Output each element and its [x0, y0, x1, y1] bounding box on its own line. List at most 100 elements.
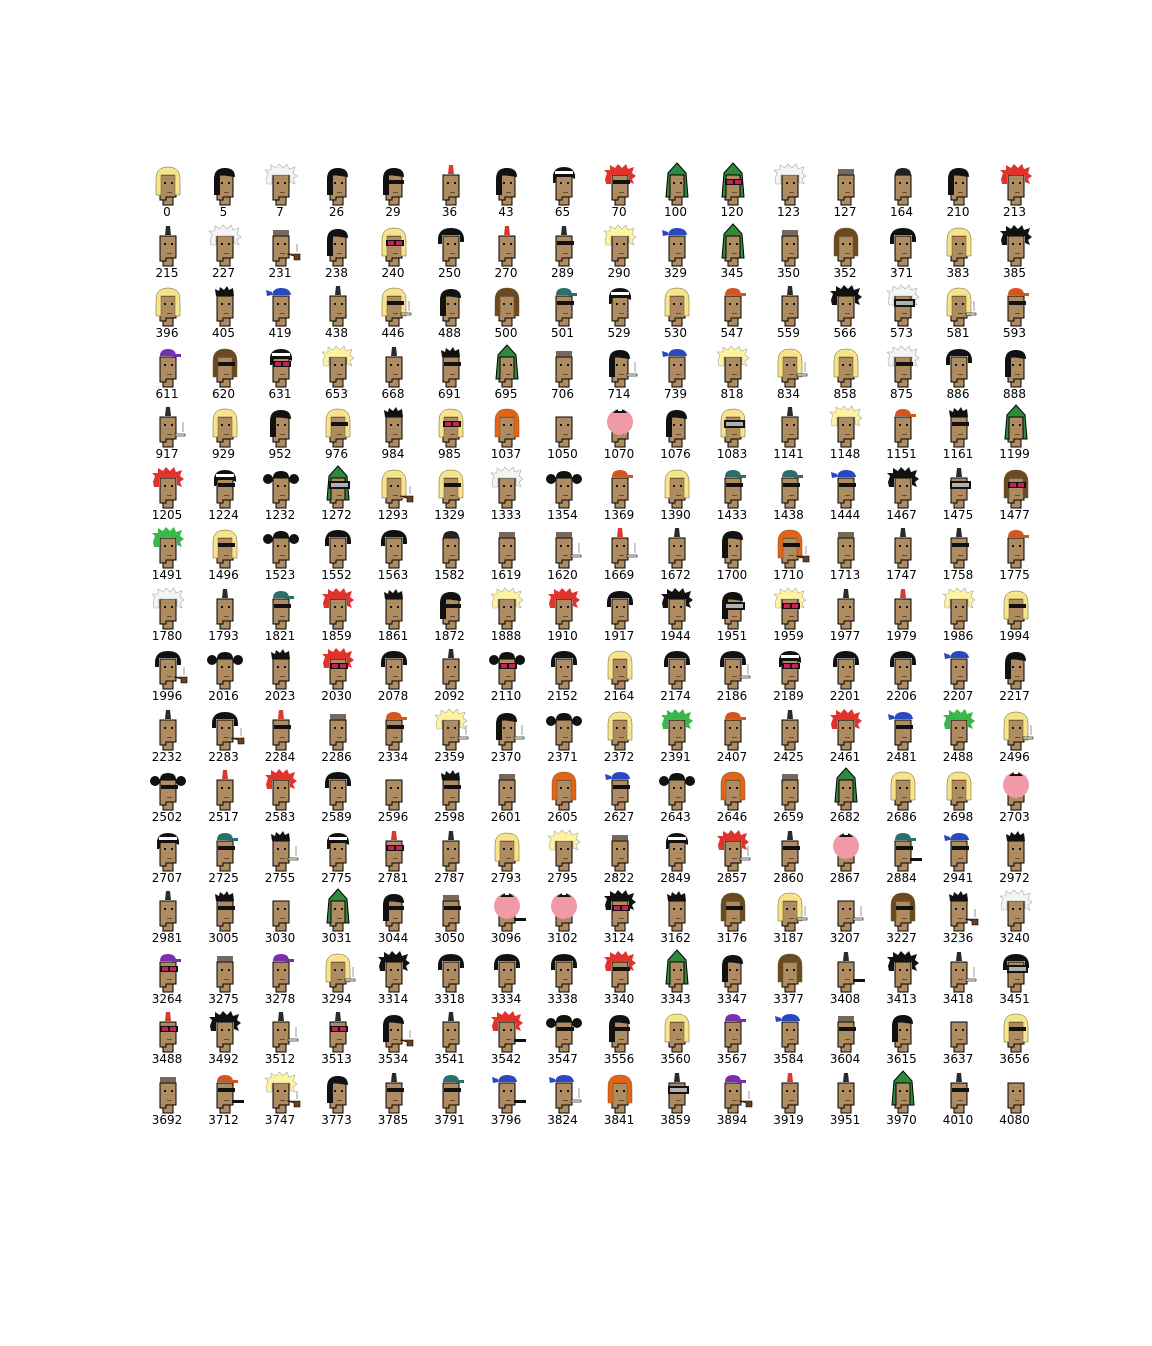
punk-card: 695 [478, 343, 534, 407]
punk-card: 2372 [591, 710, 647, 770]
punk-avatar-image [999, 164, 1032, 206]
punk-avatar-image [378, 950, 410, 992]
punk-id-label: 2283 [208, 749, 239, 764]
punk-card: 573 [874, 284, 930, 346]
punk-card: 2286 [309, 710, 365, 770]
punk-id-label: 1986 [942, 628, 974, 643]
punk-avatar-image [385, 711, 407, 750]
punk-avatar-image [206, 652, 243, 690]
punk-card: 1477 [987, 468, 1043, 528]
punk-card: 611 [139, 347, 195, 407]
punk-id-label: 270 [494, 265, 518, 280]
punk-avatar-image [781, 709, 798, 750]
punk-id-label: 3951 [829, 1112, 861, 1127]
punk-avatar-image [887, 711, 913, 750]
punk-card: 1050 [535, 407, 591, 467]
punk-id-label: 1944 [660, 628, 691, 643]
punk-card: 2461 [817, 708, 873, 770]
punk-id-label: 2755 [264, 870, 296, 885]
punk-id-label: 120 [720, 205, 744, 219]
punk-avatar-image [264, 163, 298, 206]
punk-avatar-image [1003, 469, 1028, 508]
punk-card: 3894 [704, 1073, 760, 1133]
punk-id-label: 2425 [773, 749, 804, 764]
punk-card: 2781 [365, 830, 421, 891]
punk-avatar-image [555, 288, 577, 327]
punk-avatar-image [438, 469, 463, 508]
punk-card: 4010 [930, 1072, 986, 1133]
punk-card: 1710 [761, 528, 817, 588]
punk-card: 929 [196, 407, 252, 467]
punk-avatar-image [385, 1072, 404, 1113]
punk-card: 7 [252, 163, 308, 225]
punk-avatar-image [889, 227, 916, 266]
punk-avatar-image [326, 168, 348, 206]
punk-id-label: 1996 [151, 689, 183, 703]
punk-card: 3637 [930, 1012, 986, 1072]
punk-avatar-image [492, 1074, 526, 1113]
punk-avatar-image [555, 225, 574, 266]
punk-card: 2725 [196, 831, 252, 891]
punk-card: 329 [648, 226, 704, 286]
punk-id-label: 1672 [660, 568, 691, 582]
punk-id-label: 714 [607, 386, 631, 401]
punk-avatar-image [608, 288, 632, 327]
punk-card: 2152 [535, 649, 591, 709]
punk-card: 1438 [761, 468, 817, 528]
punk-avatar-image [325, 408, 350, 448]
punk-id-label: 3031 [321, 931, 352, 945]
punk-card: 984 [365, 407, 421, 467]
punk-id-label: 3488 [151, 1052, 183, 1066]
punk-card: 227 [196, 223, 252, 286]
punk-avatar-image [272, 1012, 299, 1053]
punk-id-label: 290 [607, 265, 631, 280]
punk-avatar-image [833, 832, 859, 871]
punk-id-label: 1070 [603, 447, 635, 461]
punk-card: 1329 [422, 468, 478, 528]
punk-avatar-image [1005, 830, 1025, 871]
punk-card: 620 [196, 347, 252, 407]
punk-avatar-image [550, 893, 577, 932]
punk-avatar-image [950, 951, 977, 992]
punk-card: 2092 [422, 649, 478, 709]
punk-avatar-image [830, 708, 862, 750]
punk-avatar-image [837, 588, 855, 629]
punk-id-label: 1859 [321, 628, 352, 643]
punk-card: 1979 [874, 588, 930, 649]
punk-id-label: 706 [551, 386, 574, 401]
punk-id-label: 1477 [999, 507, 1030, 522]
punk-avatar-image [607, 409, 633, 448]
punk-avatar-image [555, 416, 572, 448]
punk-card: 43 [478, 165, 534, 225]
punk-card: 1910 [535, 587, 591, 649]
punk-id-label: 886 [946, 386, 970, 401]
punk-avatar-image [890, 1069, 915, 1113]
punk-card: 3584 [761, 1012, 817, 1072]
punk-card: 547 [704, 286, 760, 346]
punk-id-label: 917 [155, 447, 179, 461]
punk-id-label: 2371 [547, 749, 578, 764]
punk-id-label: 2703 [999, 810, 1030, 824]
punk-card: 2186 [704, 649, 760, 709]
punk-id-label: 2217 [999, 689, 1030, 703]
punk-id-label: 2627 [603, 810, 635, 824]
punk-card: 1951 [704, 589, 760, 649]
punk-id-label: 238 [325, 265, 348, 280]
punk-card: 371 [874, 226, 930, 286]
punk-id-label: 547 [720, 326, 744, 340]
punk-card: 446 [365, 286, 421, 346]
punk-id-label: 3604 [829, 1052, 861, 1066]
punk-card: 2598 [422, 770, 478, 830]
punk-id-label: 2981 [151, 931, 183, 945]
punk-card: 29 [365, 165, 421, 225]
punk-card: 2703 [987, 770, 1043, 830]
punk-id-label: 1369 [603, 507, 635, 522]
punk-card: 3970 [874, 1069, 930, 1133]
punk-card: 2941 [930, 831, 986, 891]
punk-avatar-image [159, 1012, 178, 1053]
punk-avatar-image [944, 651, 969, 690]
punk-id-label: 3418 [942, 991, 974, 1006]
punk-id-label: 653 [325, 386, 348, 401]
punk-id-label: 739 [664, 386, 687, 401]
punk-card: 3556 [591, 1012, 647, 1072]
